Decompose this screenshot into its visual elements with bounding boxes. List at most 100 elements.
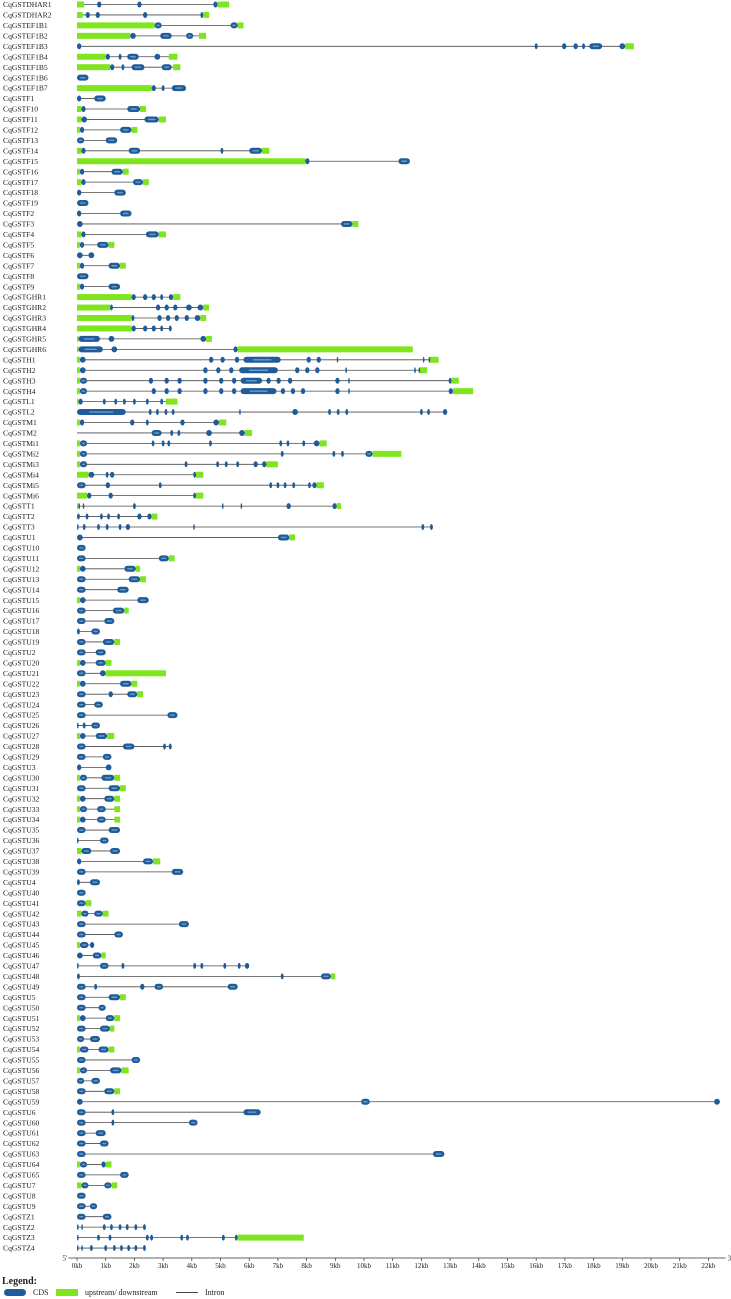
utr-segment	[200, 315, 207, 321]
intron-swatch	[176, 1292, 198, 1293]
utr-segment	[203, 304, 210, 311]
cds-exon	[200, 335, 207, 342]
cds-exon	[164, 304, 169, 311]
tick-label: 3kb	[158, 1262, 169, 1270]
utr-segment	[135, 565, 141, 572]
cds-highlight	[104, 777, 112, 779]
cds-exon	[308, 482, 311, 489]
utr-segment	[140, 106, 146, 112]
cds-exon	[221, 503, 224, 510]
cds-highlight	[81, 380, 86, 382]
cds-highlight	[169, 714, 175, 716]
cds-exon	[193, 962, 197, 969]
cds-highlight	[323, 975, 329, 978]
cds-exon	[147, 513, 152, 520]
gene-name: CqGSTGHR6	[3, 345, 46, 354]
gene-row: CqGSTF7	[3, 261, 126, 270]
tick-label: 10kb	[357, 1262, 372, 1270]
gene-row: CqGSTH4	[3, 387, 474, 396]
gene-row: CqGSTEF1B7	[3, 84, 187, 93]
cds-exon	[253, 461, 258, 468]
cds-exon	[99, 513, 103, 520]
gene-row: CqGSTU41	[3, 899, 92, 908]
gene-row: CqGSTT3	[3, 523, 433, 532]
gene-name: CqGSTU48	[3, 972, 39, 981]
gene-row: CqGSTU32	[3, 794, 121, 803]
cds-highlight	[111, 265, 118, 267]
gene-row: CqGSTF3	[3, 220, 359, 229]
gene-name: CqGSTU56	[3, 1066, 39, 1075]
utr-segment	[143, 179, 149, 186]
cds-highlight	[161, 557, 167, 560]
cds-exon	[97, 1234, 100, 1241]
cds-highlight	[133, 1059, 138, 1061]
cds-exon	[82, 524, 86, 530]
utr-segment	[85, 900, 92, 907]
cds-highlight	[92, 881, 98, 883]
cds-highlight	[81, 453, 86, 455]
cds-highlight	[112, 1069, 119, 1072]
gene-name: CqGSTU38	[3, 857, 39, 866]
cds-exon	[134, 1245, 138, 1252]
gene-row: CqGSTF5	[3, 240, 115, 249]
utr-segment	[77, 147, 82, 154]
gene-name: CqGSTU50	[3, 1003, 39, 1012]
utr-segment	[105, 1161, 112, 1168]
utr-segment	[77, 774, 80, 781]
gene-name: CqGSTT2	[3, 512, 35, 521]
cds-highlight	[100, 1007, 104, 1009]
cds-exon	[300, 388, 306, 395]
cds-exon	[234, 1234, 238, 1241]
cds-exon	[118, 53, 122, 60]
cds-exon	[151, 440, 155, 447]
gene-name: CqGSTU63	[3, 1150, 39, 1159]
cds-exon	[295, 367, 300, 374]
cds-highlight	[111, 787, 118, 789]
cds-highlight	[78, 1080, 83, 1082]
cds-highlight	[79, 986, 84, 988]
gene-name: CqGSTF5	[3, 240, 34, 249]
cds-highlight	[79, 1174, 84, 1176]
utr-segment	[77, 492, 88, 499]
cds-exon	[276, 482, 280, 489]
utr-segment	[77, 304, 111, 311]
gene-name: CqGSTU34	[3, 815, 39, 824]
gene-row: CqGSTEF1B6	[3, 73, 89, 82]
cds-exon	[79, 597, 86, 604]
cds-exon	[137, 513, 142, 520]
cds-exon	[186, 1234, 189, 1241]
utr-segment	[289, 534, 296, 541]
cds-highlight	[247, 1111, 257, 1113]
cds-exon	[77, 962, 79, 969]
cds-exon	[158, 482, 162, 489]
utr-segment	[625, 43, 634, 50]
cds-highlight	[79, 589, 84, 591]
cds-highlight	[97, 97, 103, 100]
utr-segment	[122, 168, 129, 175]
cds-exon	[164, 409, 168, 416]
cds-exon	[132, 398, 136, 405]
gene-row: CqGSTU28	[3, 742, 172, 751]
gene-name: CqGSTU9	[3, 1202, 36, 1211]
gene-row: CqGSTU17	[3, 617, 115, 626]
cds-exon	[79, 262, 85, 269]
gene-row: CqGSTU65	[3, 1171, 129, 1180]
gene-row: CqGSTGHR2	[3, 303, 210, 312]
cds-exon	[419, 409, 423, 416]
utr-segment	[77, 158, 306, 165]
tick-label: 15kb	[501, 1262, 516, 1270]
cds-exon	[203, 377, 208, 384]
cds-exon	[79, 733, 86, 739]
gene-row: CqGSTU42	[3, 909, 109, 918]
cds-exon	[220, 147, 224, 154]
gene-name: CqGSTU59	[3, 1097, 39, 1106]
gene-name: CqGSTU42	[3, 909, 39, 918]
utr-segment	[102, 910, 109, 917]
gene-row: CqGSTF6	[3, 251, 95, 260]
cds-highlight	[106, 1184, 110, 1187]
gene-name: CqGSTU11	[3, 554, 39, 563]
gene-row: CqGSTU40	[3, 888, 86, 897]
cds-exon	[231, 377, 237, 384]
gene-name: CqGSTU29	[3, 753, 39, 762]
utr-segment	[430, 356, 439, 363]
